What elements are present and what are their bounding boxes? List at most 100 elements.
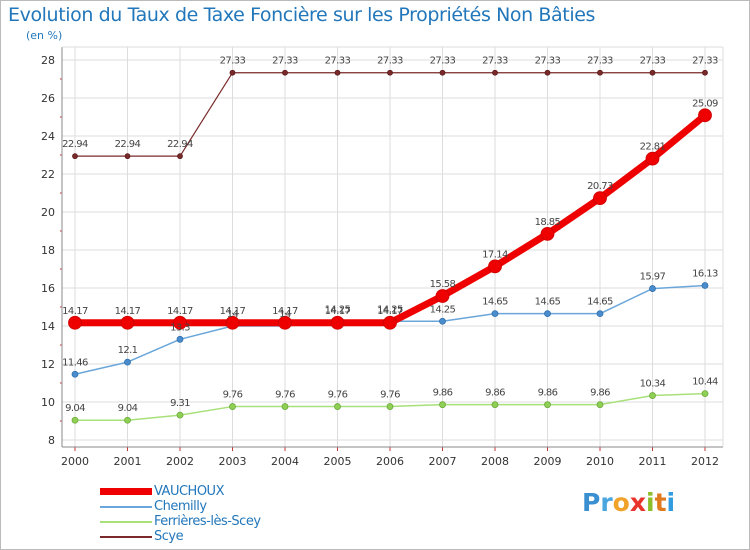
x-tick-label: 2000 <box>61 455 89 468</box>
data-label-ferrieres-les-scey: 10.44 <box>692 377 718 388</box>
y-tick-label: 8 <box>48 434 55 447</box>
data-point-scye <box>334 69 341 76</box>
y-tick-label: 24 <box>41 130 55 143</box>
data-point-ferrieres-les-scey <box>439 401 446 409</box>
y-tick-label: 26 <box>41 92 55 105</box>
data-point-ferrieres-les-scey <box>596 401 604 409</box>
legend-label: Ferrières-lès-Scey <box>154 514 261 529</box>
data-point-chemilly <box>544 310 551 318</box>
legend-label: VAUCHOUX <box>154 484 224 499</box>
data-point-vauchoux <box>68 315 82 330</box>
data-label-vauchoux: 14.17 <box>325 306 351 317</box>
data-label-chemilly: 11.46 <box>62 357 88 368</box>
data-point-scye <box>282 69 288 76</box>
data-point-scye <box>72 153 78 160</box>
brand-logo-letter: i <box>646 488 655 517</box>
chart-legend: VAUCHOUX Chemilly Ferrières-lès-Scey Scye <box>100 484 261 544</box>
data-label-vauchoux: 14.17 <box>167 306 193 317</box>
data-label-ferrieres-les-scey: 9.86 <box>538 388 558 399</box>
data-point-chemilly <box>176 335 184 343</box>
y-tick-label: 20 <box>41 206 55 219</box>
data-label-chemilly: 14.65 <box>482 297 508 308</box>
x-tick-label: 2009 <box>534 455 562 468</box>
data-label-scye: 22.94 <box>167 139 193 150</box>
data-label-chemilly: 14 <box>279 309 291 320</box>
data-label-chemilly: 14.25 <box>325 304 351 315</box>
data-point-vauchoux <box>488 259 502 274</box>
data-label-vauchoux: 25.09 <box>692 98 718 109</box>
data-point-scye <box>702 69 708 76</box>
data-label-ferrieres-les-scey: 9.86 <box>590 388 610 399</box>
data-label-scye: 27.33 <box>640 56 666 67</box>
brand-logo: Proxiti <box>582 488 675 517</box>
data-point-vauchoux <box>173 315 187 330</box>
data-label-ferrieres-les-scey: 9.76 <box>328 390 348 401</box>
y-tick-label: 14 <box>41 320 55 333</box>
data-label-ferrieres-les-scey: 9.76 <box>380 390 400 401</box>
data-label-chemilly: 14.65 <box>535 297 561 308</box>
data-label-vauchoux: 17.14 <box>482 249 508 260</box>
data-label-chemilly: 14 <box>227 309 239 320</box>
data-point-scye <box>597 69 603 76</box>
data-label-ferrieres-les-scey: 9.86 <box>485 388 505 399</box>
data-label-vauchoux: 18.85 <box>535 217 561 228</box>
data-point-scye <box>544 69 551 76</box>
data-label-scye: 27.33 <box>587 56 613 67</box>
data-point-scye <box>124 153 131 160</box>
legend-swatch-chemilly <box>100 505 152 508</box>
data-label-scye: 27.33 <box>220 56 246 67</box>
x-tick-label: 2006 <box>376 455 404 468</box>
data-point-chemilly <box>124 358 131 366</box>
data-label-ferrieres-les-scey: 9.31 <box>170 398 190 409</box>
legend-swatch-ferrieres-les-scey <box>100 520 152 523</box>
data-point-ferrieres-les-scey <box>701 390 709 398</box>
data-label-vauchoux: 22.81 <box>640 142 666 153</box>
y-tick-label: 12 <box>41 358 55 371</box>
data-point-ferrieres-les-scey <box>281 403 289 410</box>
x-tick-label: 2011 <box>639 455 667 468</box>
data-point-chemilly <box>701 282 709 289</box>
data-label-chemilly: 12.1 <box>118 345 138 356</box>
data-point-vauchoux <box>383 315 397 330</box>
data-label-vauchoux: 14.17 <box>62 306 88 317</box>
data-point-vauchoux <box>278 315 292 330</box>
data-label-vauchoux: 14.17 <box>115 306 141 317</box>
data-point-ferrieres-les-scey <box>649 392 656 399</box>
data-point-vauchoux <box>435 289 450 303</box>
y-tick-label: 22 <box>41 168 55 181</box>
data-point-vauchoux <box>540 226 555 241</box>
x-tick-label: 2004 <box>271 455 299 468</box>
chart-unit-label: (en %) <box>26 29 63 42</box>
data-point-vauchoux <box>698 108 712 123</box>
data-point-chemilly <box>71 370 79 378</box>
data-point-vauchoux <box>225 315 240 330</box>
data-label-scye: 27.33 <box>325 56 351 67</box>
data-point-scye <box>439 69 446 76</box>
data-point-vauchoux <box>593 191 607 206</box>
data-point-ferrieres-les-scey <box>334 403 341 410</box>
data-label-scye: 27.33 <box>430 56 456 67</box>
legend-label: Scye <box>154 529 184 544</box>
data-point-ferrieres-les-scey <box>71 416 79 424</box>
legend-swatch-scye <box>100 535 152 538</box>
data-label-chemilly: 14.25 <box>430 304 456 315</box>
y-tick-label: 18 <box>41 244 55 257</box>
data-point-ferrieres-les-scey <box>229 403 236 410</box>
data-point-vauchoux <box>120 315 135 330</box>
data-point-chemilly <box>649 285 656 292</box>
data-label-vauchoux: 14.17 <box>220 306 246 317</box>
data-label-scye: 27.33 <box>482 56 508 67</box>
data-label-scye: 22.94 <box>115 139 141 150</box>
x-tick-label: 2010 <box>586 455 614 468</box>
data-point-ferrieres-les-scey <box>176 411 184 419</box>
brand-logo-letter: t <box>654 488 667 517</box>
y-tick-label: 28 <box>41 54 55 67</box>
x-tick-label: 2008 <box>481 455 509 468</box>
data-point-scye <box>177 153 183 160</box>
data-point-scye <box>492 69 498 76</box>
data-label-ferrieres-les-scey: 9.76 <box>223 390 243 401</box>
data-point-vauchoux <box>330 315 345 330</box>
y-tick-label: 16 <box>41 282 55 295</box>
data-label-ferrieres-les-scey: 9.04 <box>118 403 138 414</box>
data-label-ferrieres-les-scey: 9.04 <box>65 403 85 414</box>
